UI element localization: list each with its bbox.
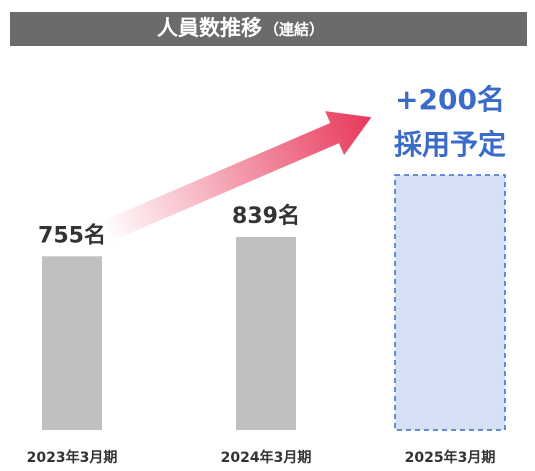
x-tick-label: 2023年3月期 — [27, 449, 118, 466]
value-label: 755名 — [38, 222, 106, 248]
growth-arrow — [100, 111, 372, 243]
bar — [42, 256, 102, 430]
bar — [236, 237, 296, 430]
chart-title: 人員数推移 — [157, 16, 262, 40]
forecast-note: 採用予定 — [394, 128, 506, 161]
value-label: 839名 — [232, 203, 300, 229]
x-tick-label: 2024年3月期 — [221, 449, 312, 466]
chart-subtitle: （連結） — [264, 21, 324, 39]
x-tick-label: 2025年3月期 — [405, 449, 496, 466]
planned-box — [394, 174, 506, 431]
title-bar — [10, 12, 527, 46]
forecast-label: +200名 — [395, 83, 505, 116]
